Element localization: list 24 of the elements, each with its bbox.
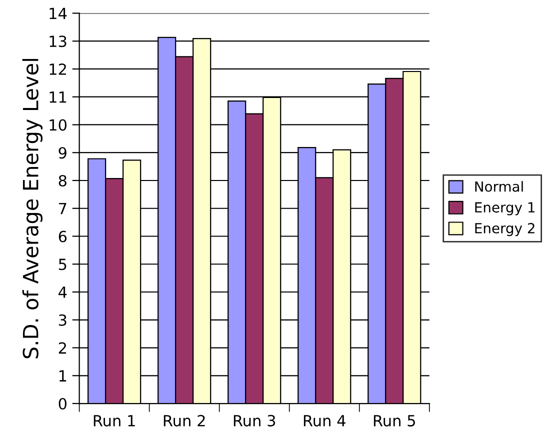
- legend-label: Energy 1: [475, 202, 534, 216]
- y-tick-label: 13: [50, 36, 66, 48]
- y-tick-label: 0: [58, 398, 66, 410]
- legend-label: Energy 2: [475, 222, 534, 236]
- y-tick-label: 6: [58, 230, 67, 242]
- y-tick-label: 9: [58, 147, 66, 159]
- x-tick-label: Run 3: [234, 414, 276, 426]
- y-tick-label: 12: [50, 63, 66, 75]
- y-axis-title: S.D. of Average Energy Level: [22, 59, 43, 358]
- y-tick-label: 14: [50, 8, 67, 20]
- y-tick-label: 5: [58, 258, 66, 270]
- y-tick-label: 10: [50, 119, 66, 131]
- legend-label: Normal: [475, 181, 523, 192]
- x-tick-label: Run 4: [304, 415, 346, 426]
- x-tick-label: Run 1: [94, 415, 135, 426]
- y-tick-label: 4: [58, 286, 67, 298]
- y-tick-label: 7: [59, 203, 66, 214]
- y-tick-label: 2: [58, 342, 66, 354]
- y-tick-label: 11: [50, 92, 66, 103]
- x-tick-label: Run 2: [164, 414, 205, 426]
- y-tick-label: 1: [59, 370, 66, 382]
- x-tick-label: Run 5: [374, 415, 415, 426]
- y-tick-label: 8: [58, 174, 66, 187]
- y-tick-label: 3: [58, 314, 66, 326]
